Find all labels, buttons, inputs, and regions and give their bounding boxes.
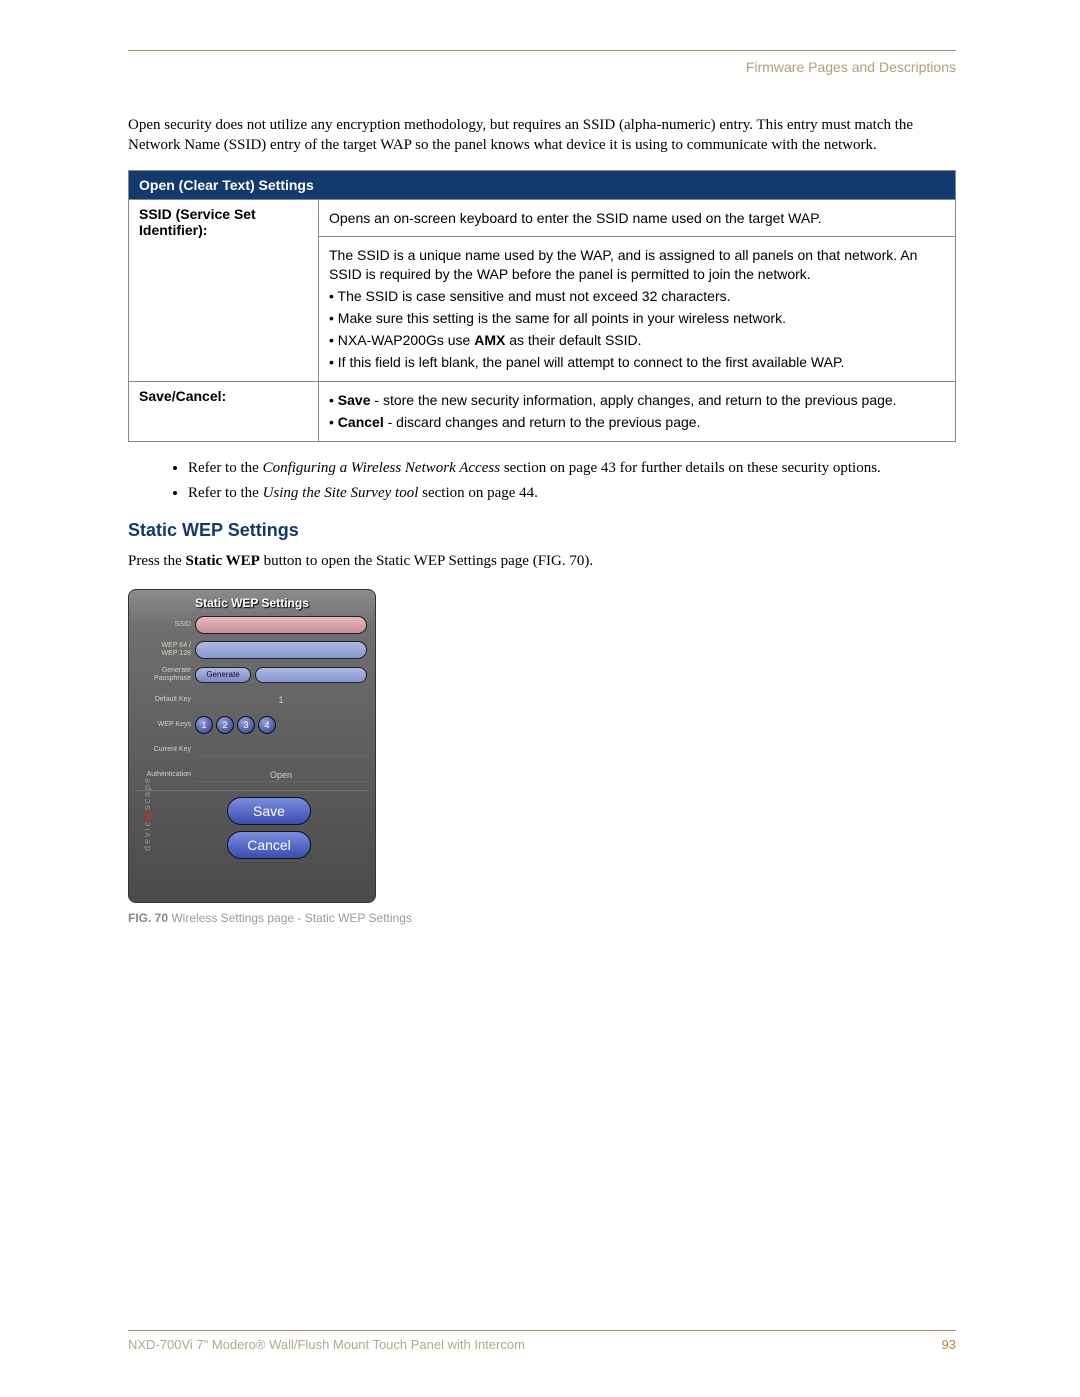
devicescape-brand: devicescape bbox=[139, 776, 155, 851]
current-key-value: . bbox=[195, 743, 367, 757]
table-title: Open (Clear Text) Settings bbox=[129, 170, 956, 199]
page-footer: NXD-700Vi 7" Modero® Wall/Flush Mount To… bbox=[128, 1330, 956, 1352]
save-button[interactable]: Save bbox=[227, 797, 311, 825]
wep-field[interactable] bbox=[195, 641, 367, 659]
open-settings-table: Open (Clear Text) Settings SSID (Service… bbox=[128, 170, 956, 442]
default-key-value: 1 bbox=[195, 693, 367, 707]
ssid-b3: • NXA-WAP200Gs use AMX as their default … bbox=[329, 331, 945, 350]
ssid-field[interactable] bbox=[195, 616, 367, 634]
generate-button[interactable]: Generate bbox=[195, 667, 251, 683]
lbl-wep: WEP 64 / WEP 128 bbox=[137, 642, 195, 657]
lbl-gen: Generate Passphrase bbox=[137, 667, 195, 682]
figure-70: Static WEP Settings SSID WEP 64 / WEP 12… bbox=[128, 589, 956, 925]
ssid-p2: The SSID is a unique name used by the WA… bbox=[329, 246, 945, 284]
wep-key-4[interactable]: 4 bbox=[258, 716, 276, 734]
row-ssid-details: The SSID is a unique name used by the WA… bbox=[319, 237, 956, 381]
ref-1: Refer to the Configuring a Wireless Netw… bbox=[188, 460, 956, 477]
wep-key-1[interactable]: 1 bbox=[195, 716, 213, 734]
passphrase-field[interactable] bbox=[255, 667, 367, 683]
wep-panel: Static WEP Settings SSID WEP 64 / WEP 12… bbox=[128, 589, 376, 903]
header-section: Firmware Pages and Descriptions bbox=[128, 59, 956, 75]
cancel-button[interactable]: Cancel bbox=[227, 831, 311, 859]
ref-2: Refer to the Using the Site Survey tool … bbox=[188, 485, 956, 502]
lbl-ssid: SSID bbox=[137, 621, 195, 629]
ssid-b1: • The SSID is case sensitive and must no… bbox=[329, 287, 945, 306]
wep-key-3[interactable]: 3 bbox=[237, 716, 255, 734]
row-savecancel-label: Save/Cancel: bbox=[129, 381, 319, 441]
auth-value: Open bbox=[195, 768, 367, 782]
lbl-defkey: Default Key bbox=[137, 696, 195, 704]
panel-title: Static WEP Settings bbox=[137, 596, 367, 610]
panel-separator bbox=[137, 790, 367, 791]
ssid-b4: • If this field is left blank, the panel… bbox=[329, 353, 945, 372]
footer-page-number: 93 bbox=[942, 1337, 956, 1352]
ssid-b2: • Make sure this setting is the same for… bbox=[329, 309, 945, 328]
row-savecancel-details: • Save - store the new security informat… bbox=[319, 381, 956, 441]
lbl-curkey: Current Key bbox=[137, 746, 195, 754]
sc-save: • Save - store the new security informat… bbox=[329, 391, 945, 410]
lbl-wepkeys: WEP Keys bbox=[137, 721, 195, 729]
row-ssid-label: SSID (Service Set Identifier): bbox=[129, 199, 319, 381]
footer-product: NXD-700Vi 7" Modero® Wall/Flush Mount To… bbox=[128, 1337, 525, 1352]
static-wep-heading: Static WEP Settings bbox=[128, 520, 956, 541]
sc-cancel: • Cancel - discard changes and return to… bbox=[329, 413, 945, 432]
intro-paragraph: Open security does not utilize any encry… bbox=[128, 115, 956, 156]
wep-key-2[interactable]: 2 bbox=[216, 716, 234, 734]
header-rule bbox=[128, 50, 956, 51]
figure-caption: FIG. 70 Wireless Settings page - Static … bbox=[128, 911, 956, 925]
row-ssid-p1: Opens an on-screen keyboard to enter the… bbox=[319, 199, 956, 237]
reference-list: Refer to the Configuring a Wireless Netw… bbox=[188, 460, 956, 502]
static-intro: Press the Static WEP button to open the … bbox=[128, 551, 956, 571]
